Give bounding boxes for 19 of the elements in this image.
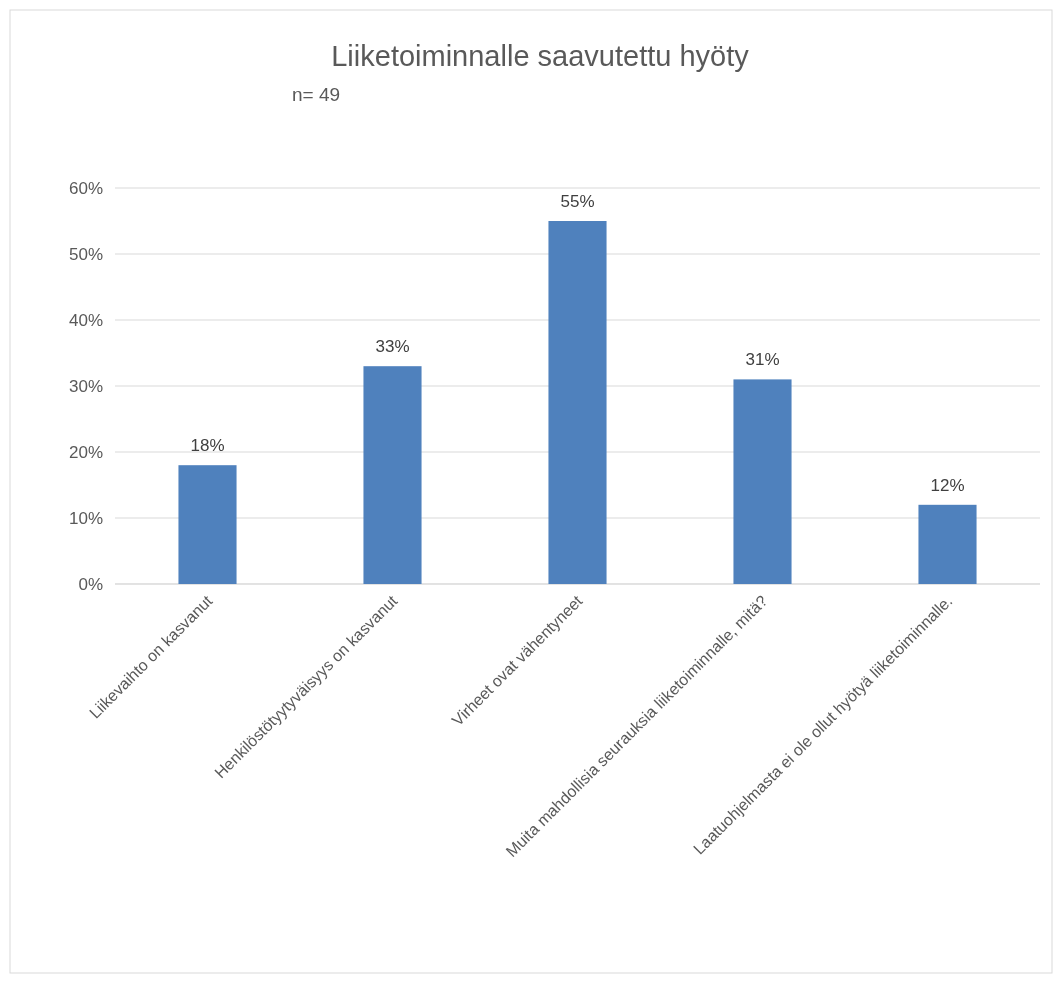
chart-subtitle: n= 49: [292, 84, 341, 105]
chart-title: Liiketoiminnalle saavutettu hyöty: [331, 40, 750, 72]
data-label: 33%: [375, 337, 410, 357]
y-tick-label: 20%: [68, 442, 103, 462]
y-tick-label: 10%: [68, 508, 103, 528]
bar: [178, 465, 237, 584]
data-label: 18%: [190, 436, 225, 456]
y-tick-label: 30%: [68, 376, 103, 396]
y-tick-label: 0%: [78, 574, 103, 594]
bar: [733, 379, 792, 584]
y-tick-label: 60%: [68, 178, 103, 198]
data-label: 31%: [745, 350, 780, 370]
y-tick-label: 50%: [68, 244, 103, 264]
bar: [918, 504, 977, 584]
bar: [548, 221, 607, 584]
data-label: 12%: [930, 475, 965, 495]
data-label: 55%: [560, 192, 595, 211]
y-tick-label: 40%: [68, 310, 103, 330]
bar: [363, 366, 422, 584]
